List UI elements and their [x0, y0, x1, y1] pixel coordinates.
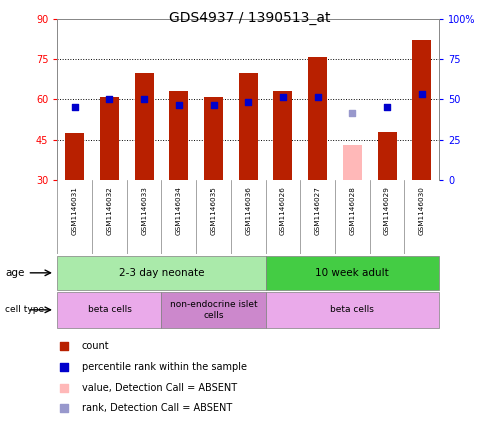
Text: count: count	[82, 341, 109, 351]
Bar	[265, 292, 439, 328]
Point	[348, 110, 356, 116]
Bar	[162, 292, 265, 328]
Point	[314, 93, 322, 100]
Bar	[169, 91, 189, 180]
Text: GSM1146034: GSM1146034	[176, 186, 182, 235]
Point	[383, 104, 391, 111]
Bar	[65, 133, 84, 180]
Point	[105, 96, 113, 103]
Point	[210, 102, 218, 108]
Text: 10 week adult: 10 week adult	[315, 268, 389, 278]
Text: beta cells: beta cells	[330, 305, 374, 314]
Bar	[57, 256, 265, 290]
Bar	[204, 97, 223, 180]
Text: GSM1146033: GSM1146033	[141, 186, 147, 235]
Bar	[273, 91, 292, 180]
Point	[60, 364, 68, 371]
Text: GSM1146026: GSM1146026	[280, 186, 286, 235]
Text: GSM1146027: GSM1146027	[315, 186, 321, 235]
Point	[60, 384, 68, 391]
Point	[140, 96, 148, 103]
Bar	[57, 292, 162, 328]
Text: value, Detection Call = ABSENT: value, Detection Call = ABSENT	[82, 383, 237, 393]
Text: GSM1146035: GSM1146035	[211, 186, 217, 235]
Text: GSM1146036: GSM1146036	[245, 186, 251, 235]
Bar	[100, 97, 119, 180]
Text: 2-3 day neonate: 2-3 day neonate	[119, 268, 204, 278]
Text: GSM1146030: GSM1146030	[419, 186, 425, 235]
Text: beta cells: beta cells	[87, 305, 131, 314]
Point	[244, 99, 252, 105]
Bar	[412, 41, 431, 180]
Text: GDS4937 / 1390513_at: GDS4937 / 1390513_at	[169, 11, 330, 25]
Point	[175, 102, 183, 108]
Text: GSM1146031: GSM1146031	[72, 186, 78, 235]
Point	[71, 104, 79, 111]
Text: GSM1146032: GSM1146032	[106, 186, 112, 235]
Point	[279, 93, 287, 100]
Bar	[308, 57, 327, 180]
Bar	[239, 73, 258, 180]
Text: percentile rank within the sample: percentile rank within the sample	[82, 362, 247, 372]
Text: non-endocrine islet
cells: non-endocrine islet cells	[170, 300, 257, 319]
Text: GSM1146029: GSM1146029	[384, 186, 390, 235]
Bar	[265, 256, 439, 290]
Text: GSM1146028: GSM1146028	[349, 186, 355, 235]
Text: cell type: cell type	[5, 305, 44, 314]
Text: age: age	[5, 268, 24, 278]
Bar	[135, 73, 154, 180]
Text: rank, Detection Call = ABSENT: rank, Detection Call = ABSENT	[82, 403, 232, 413]
Point	[60, 405, 68, 412]
Bar	[378, 132, 397, 180]
Point	[418, 91, 426, 97]
Point	[60, 343, 68, 349]
Bar	[343, 145, 362, 180]
